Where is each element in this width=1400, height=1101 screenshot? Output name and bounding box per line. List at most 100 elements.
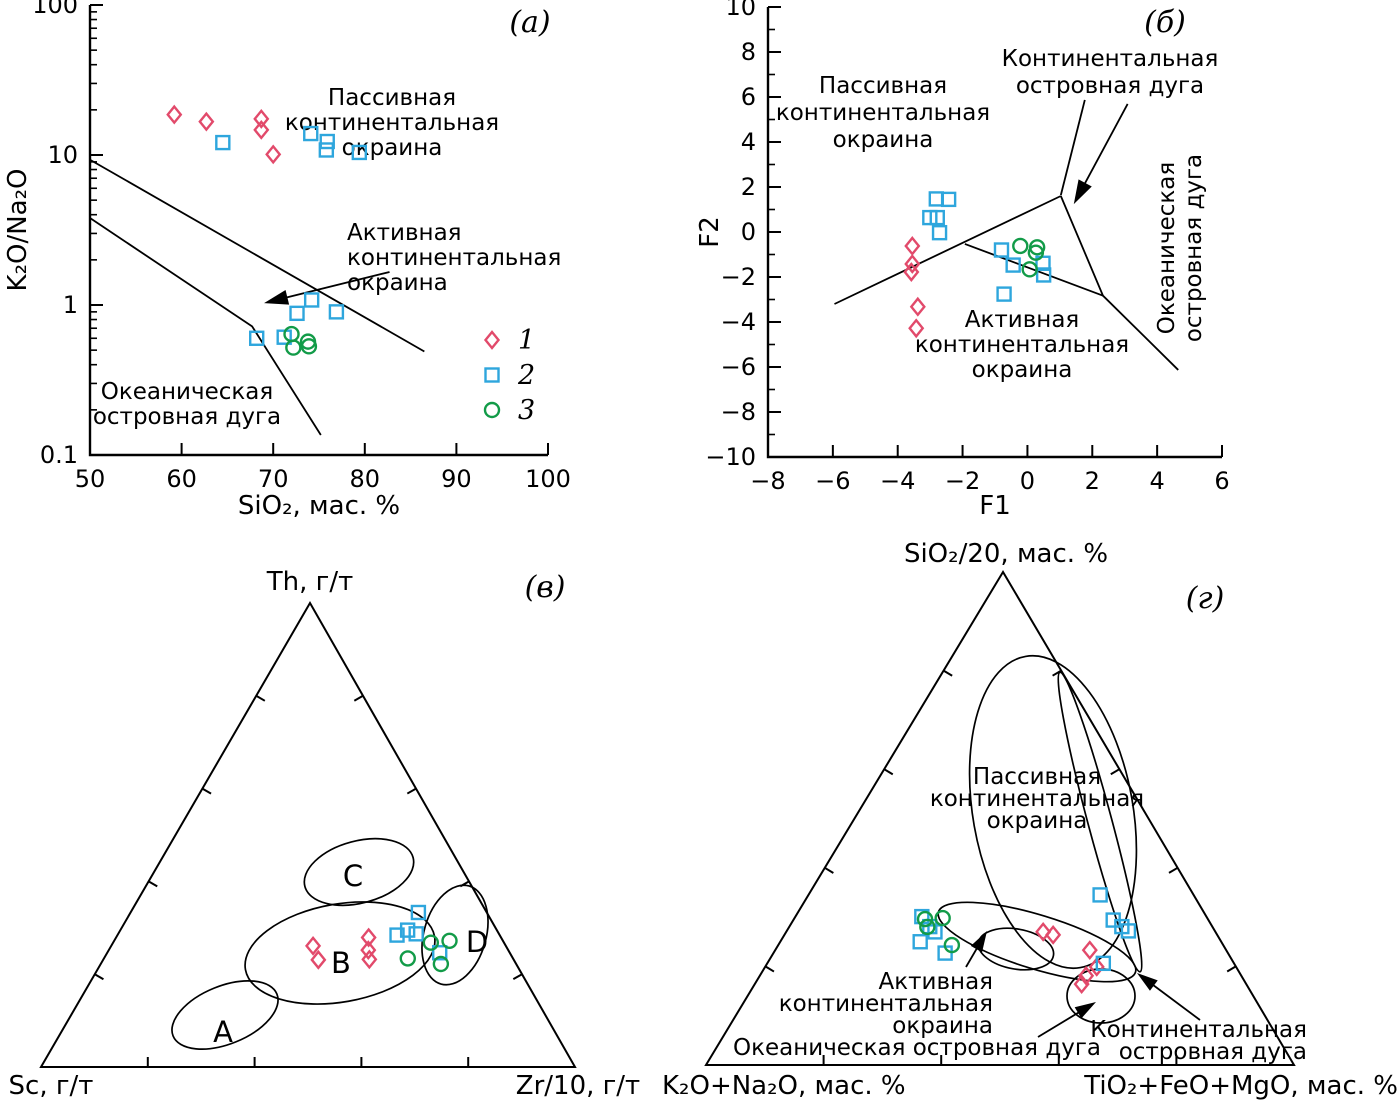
x-tick-label: 2	[1085, 467, 1100, 495]
x-tick-label: 70	[258, 465, 289, 493]
point-series-2-square	[1035, 267, 1052, 283]
edge-tick	[883, 768, 894, 776]
region-label-line: Активная	[879, 969, 994, 995]
legend-label: 3	[518, 395, 535, 426]
y-tick-label: 10	[725, 0, 756, 21]
y-tick-label: 0.1	[40, 441, 78, 469]
point-series-1-diamond	[253, 109, 270, 129]
legend-label: 1	[518, 325, 535, 356]
point-series-2-square	[408, 926, 424, 942]
point-series-2-square	[319, 133, 335, 150]
legend-marker-square	[484, 367, 500, 383]
point-series-2-square	[931, 224, 948, 241]
corner-label-right: Zr/10, г/т	[516, 1071, 640, 1101]
arrow-head	[1074, 1002, 1096, 1019]
corner-label-top: Th, г/т	[266, 567, 353, 597]
region-label-line: Активная	[347, 220, 462, 246]
point-series-1-diamond	[909, 296, 926, 317]
y-tick-label: 1	[63, 291, 78, 319]
corner-label-top: SiO₂/20, мас. %	[904, 539, 1108, 569]
region-label-line: континентальная	[347, 245, 561, 271]
region-label-line: окраина	[892, 1013, 993, 1039]
edge-tick	[943, 669, 953, 677]
point-series-2-square	[303, 125, 319, 142]
field-A	[171, 980, 279, 1050]
point-series-3-circle	[1012, 237, 1029, 255]
region-label-line: Континентальная	[1002, 46, 1219, 72]
x-tick-label: 80	[350, 465, 381, 493]
edge-tick	[1168, 866, 1179, 874]
y-tick-label: 10	[47, 141, 78, 169]
arrow-head	[970, 931, 987, 953]
region-label-line: островная дуга	[1119, 1039, 1307, 1065]
point-series-1-diamond	[310, 949, 327, 970]
x-axis-title: SiO₂, мас. %	[238, 491, 400, 521]
point-series-1-diamond	[903, 262, 920, 282]
point-series-2-square	[1095, 955, 1112, 972]
point-series-3-circle	[934, 909, 951, 927]
point-series-1-diamond	[166, 104, 183, 125]
x-tick-label: −6	[815, 467, 850, 495]
y-tick-label: −8	[721, 398, 756, 426]
point-series-3-circle	[300, 338, 318, 355]
fields: A B C D	[171, 837, 489, 1050]
region-label-line: Океаническая	[1154, 162, 1180, 334]
field-D	[421, 884, 489, 986]
point-series-1-diamond	[1078, 965, 1095, 986]
point-series-2-square	[928, 191, 945, 207]
point-series-1-diamond	[265, 144, 282, 165]
legend-marker-circle	[483, 401, 501, 419]
series-3-points	[399, 932, 458, 973]
triangle-axes: Th, г/т Sc, г/т Zr/10, г/т	[9, 567, 641, 1101]
edge-tick	[353, 694, 364, 702]
y-tick-label: 6	[741, 83, 756, 111]
field-passive-margin-field	[968, 654, 1138, 970]
arrow-line	[1082, 103, 1129, 187]
panel-a-scatter-sio2-k2o-na2o: ПассивнаяконтинентальнаяокраинаАктивнаяк…	[3, 0, 571, 521]
point-series-2-square	[996, 286, 1012, 302]
point-series-1-diamond	[305, 935, 322, 956]
x-tick-label: 60	[166, 465, 197, 493]
edge-tick	[148, 880, 158, 888]
y-tick-label: 8	[741, 38, 756, 66]
point-series-3-circle	[399, 950, 416, 967]
edge-tick	[406, 787, 417, 795]
x-tick-label: 100	[525, 465, 571, 493]
region-label-line: континентальная	[779, 991, 993, 1017]
edge-tick	[1052, 669, 1062, 677]
x-tick-label: 4	[1150, 467, 1165, 495]
point-series-2-square	[912, 934, 928, 950]
point-series-3-circle	[422, 934, 440, 951]
region-label-line: Пассивная	[973, 764, 1101, 790]
point-series-2-square	[1120, 923, 1137, 939]
region-label-line: континентальная	[285, 110, 499, 136]
panel-letter: (в)	[525, 570, 566, 605]
point-series-1-diamond	[361, 949, 378, 970]
panel-letter: (г)	[1186, 581, 1225, 616]
series-2-points	[922, 191, 1052, 302]
region-label-line: Пассивная	[819, 73, 947, 99]
series-3-points	[916, 909, 961, 954]
series-2-points	[215, 125, 368, 346]
arrow-line	[1059, 99, 1086, 196]
point-series-1-diamond	[360, 927, 377, 948]
series-1-points	[305, 927, 378, 970]
y-tick-label: −2	[721, 263, 756, 291]
region-label-line: окраина	[342, 135, 443, 161]
point-series-1-diamond	[1088, 956, 1105, 977]
x-tick-label: 90	[441, 465, 472, 493]
point-series-3-circle	[943, 936, 961, 954]
y-axis-title: F2	[695, 216, 725, 248]
point-series-2-square	[318, 142, 335, 158]
edge-tick	[1110, 768, 1120, 776]
point-series-2-square	[929, 209, 945, 226]
panel-letter: (б)	[1144, 5, 1186, 40]
point-series-1-diamond	[253, 119, 270, 140]
arrow-head	[1073, 179, 1092, 205]
field-letter-A: A	[213, 1015, 233, 1049]
